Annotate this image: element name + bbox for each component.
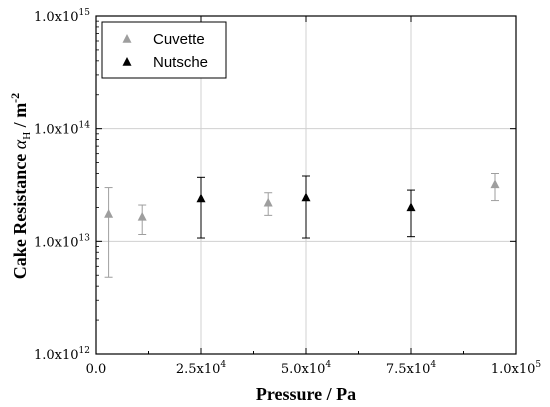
data-point — [137, 211, 147, 221]
data-point — [263, 197, 273, 207]
legend-marker — [122, 57, 132, 66]
y-axis-title-prefix: Cake Resistance — [10, 149, 30, 279]
x-tick-label: 2.5x104 — [176, 360, 227, 377]
y-tick-label: 1.0x1013 — [34, 233, 90, 250]
y-tick-label: 1.0x1015 — [34, 8, 90, 25]
grid — [96, 16, 516, 354]
data-point — [406, 202, 416, 212]
y-tick-label: 1.0x1012 — [34, 346, 90, 363]
y-axis-title-symbol: α — [10, 139, 30, 149]
legend-marker — [122, 34, 132, 43]
y-axis-title-unit-sup: -2 — [8, 93, 22, 103]
data-series — [104, 173, 500, 278]
y-tick-label: 1.0x1014 — [34, 121, 90, 138]
legend-label: Cuvette — [153, 31, 205, 48]
x-axis-title: Pressure / Pa — [256, 384, 356, 404]
y-axis-title: Cake Resistance αH / m-2 — [8, 93, 33, 279]
data-point — [301, 192, 311, 202]
y-axis-title-unit: / m — [10, 103, 30, 132]
x-tick-label: 0.0 — [86, 362, 107, 377]
legend: Cuvette Nutsche — [101, 21, 227, 79]
y-axis-title-symbol-sub: H — [21, 132, 33, 140]
legend-box — [101, 21, 227, 79]
axis-ticks: 0.0 2.5x104 5.0x104 7.5x104 1.0x105 1.0x1012 1… — [34, 8, 541, 377]
x-tick-label: 5.0x104 — [281, 360, 332, 377]
x-tick-label: 7.5x104 — [386, 360, 437, 377]
legend-label: Nutsche — [153, 54, 208, 71]
data-point — [490, 179, 500, 189]
data-point — [196, 193, 206, 203]
x-tick-label: 1.0x105 — [491, 360, 542, 377]
data-point — [104, 208, 114, 218]
